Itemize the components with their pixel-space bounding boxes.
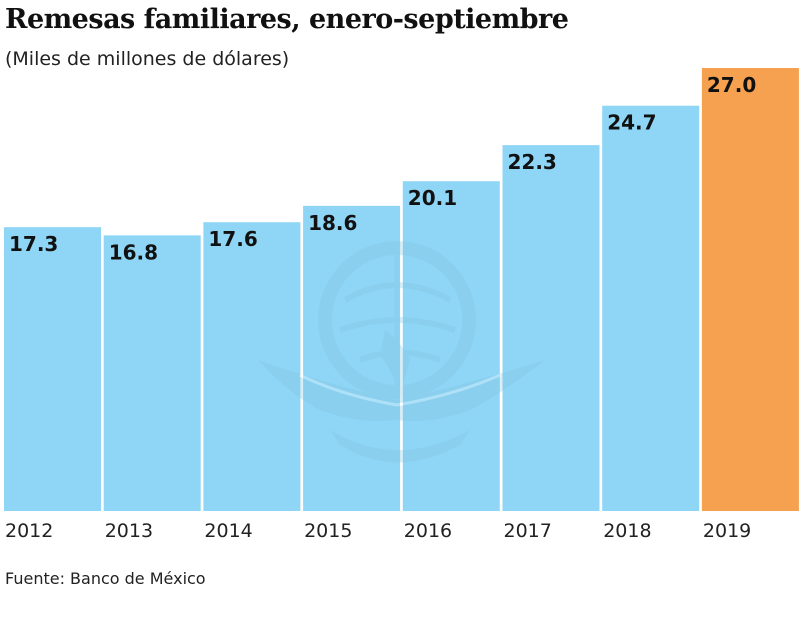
- category-labels-group: 2012 2013 2014 2015 2016 2017 2018 2019: [5, 520, 751, 542]
- chart-title: Remesas familiares, enero-septiembre: [5, 4, 569, 35]
- value-label-2012: 17.3: [9, 232, 58, 256]
- bar-2018: [602, 105, 700, 512]
- category-label-2013: 2013: [105, 520, 153, 542]
- bar-2015: [303, 205, 401, 512]
- value-label-2015: 18.6: [308, 211, 357, 235]
- category-label-2014: 2014: [204, 520, 252, 542]
- category-label-2019: 2019: [703, 520, 751, 542]
- category-label-2016: 2016: [404, 520, 452, 542]
- chart-subtitle: (Miles de millones de dólares): [5, 48, 290, 70]
- bar-2019: [701, 68, 799, 511]
- value-label-2016: 20.1: [408, 186, 457, 210]
- category-label-2015: 2015: [304, 520, 352, 542]
- bar-2016: [402, 181, 500, 511]
- category-label-2017: 2017: [504, 520, 552, 542]
- bars-group: [4, 68, 799, 512]
- value-label-2013: 16.8: [109, 240, 158, 264]
- value-label-2017: 22.3: [508, 150, 557, 174]
- value-labels-group: 17.3 16.8 17.6 18.6 20.1 22.3 24.7 27.0: [9, 73, 756, 264]
- category-label-2018: 2018: [603, 520, 651, 542]
- bar-2014: [203, 222, 301, 512]
- bar-2012: [4, 227, 101, 511]
- bar-2013: [103, 235, 201, 511]
- source-note: Fuente: Banco de México: [5, 569, 206, 588]
- eagle-globe-watermark-icon: [258, 241, 545, 463]
- category-label-2012: 2012: [5, 520, 53, 542]
- bar-2017: [502, 145, 600, 512]
- value-label-2019: 27.0: [707, 73, 756, 97]
- value-label-2018: 24.7: [607, 111, 656, 135]
- value-label-2014: 17.6: [208, 227, 257, 251]
